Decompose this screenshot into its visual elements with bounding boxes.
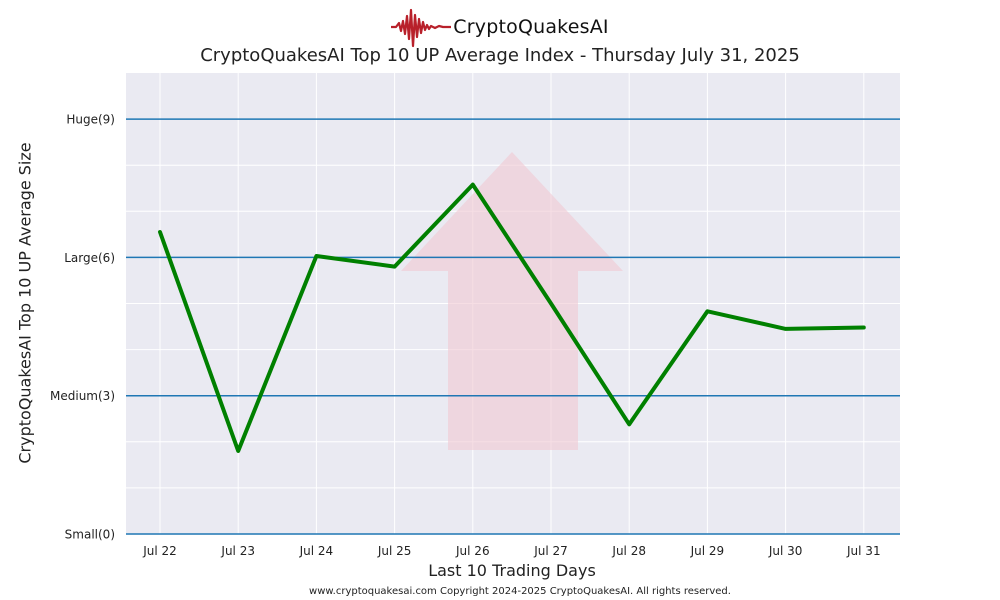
- x-tick-label: Jul 25: [377, 544, 412, 558]
- x-tick-label: Jul 22: [142, 544, 177, 558]
- chart-title: CryptoQuakesAI Top 10 UP Average Index -…: [200, 45, 800, 66]
- series-line: [158, 182, 866, 453]
- x-tick-label: Jul 26: [455, 544, 490, 558]
- x-tick-labels: Jul 22 Jul 23 Jul 24 Jul 25 Jul 26 Jul 27 Jul …: [142, 544, 880, 558]
- x-tick-label: Jul 27: [533, 544, 568, 558]
- y-tick-label: Small(0): [65, 528, 115, 542]
- x-axis-title: Last 10 Trading Days: [428, 561, 596, 580]
- y-tick-label: Large(6): [64, 251, 115, 265]
- x-tick-label: Jul 24: [299, 544, 334, 558]
- x-tick-label: Jul 28: [611, 544, 646, 558]
- seismograph-wave-icon: [391, 8, 452, 48]
- y-tick-label: Medium(3): [50, 389, 115, 403]
- x-tick-label: Jul 23: [220, 544, 255, 558]
- y-axis-title: CryptoQuakesAI Top 10 UP Average Size: [15, 142, 35, 464]
- x-tick-label: Jul 29: [690, 544, 725, 558]
- reference-lines: [126, 118, 900, 535]
- up-arrow-icon: [401, 152, 623, 450]
- brand-header: CryptoQuakesAI: [0, 6, 1000, 50]
- y-tick-labels: Small(0) Medium(3) Large(6) Huge(9): [50, 113, 115, 542]
- brand-name: CryptoQuakesAI: [453, 16, 609, 38]
- x-tick-label: Jul 30: [768, 544, 803, 558]
- y-tick-label: Huge(9): [66, 113, 115, 127]
- x-tick-label: Jul 31: [846, 544, 881, 558]
- copyright-footer: www.cryptoquakesai.com Copyright 2024-20…: [309, 586, 731, 597]
